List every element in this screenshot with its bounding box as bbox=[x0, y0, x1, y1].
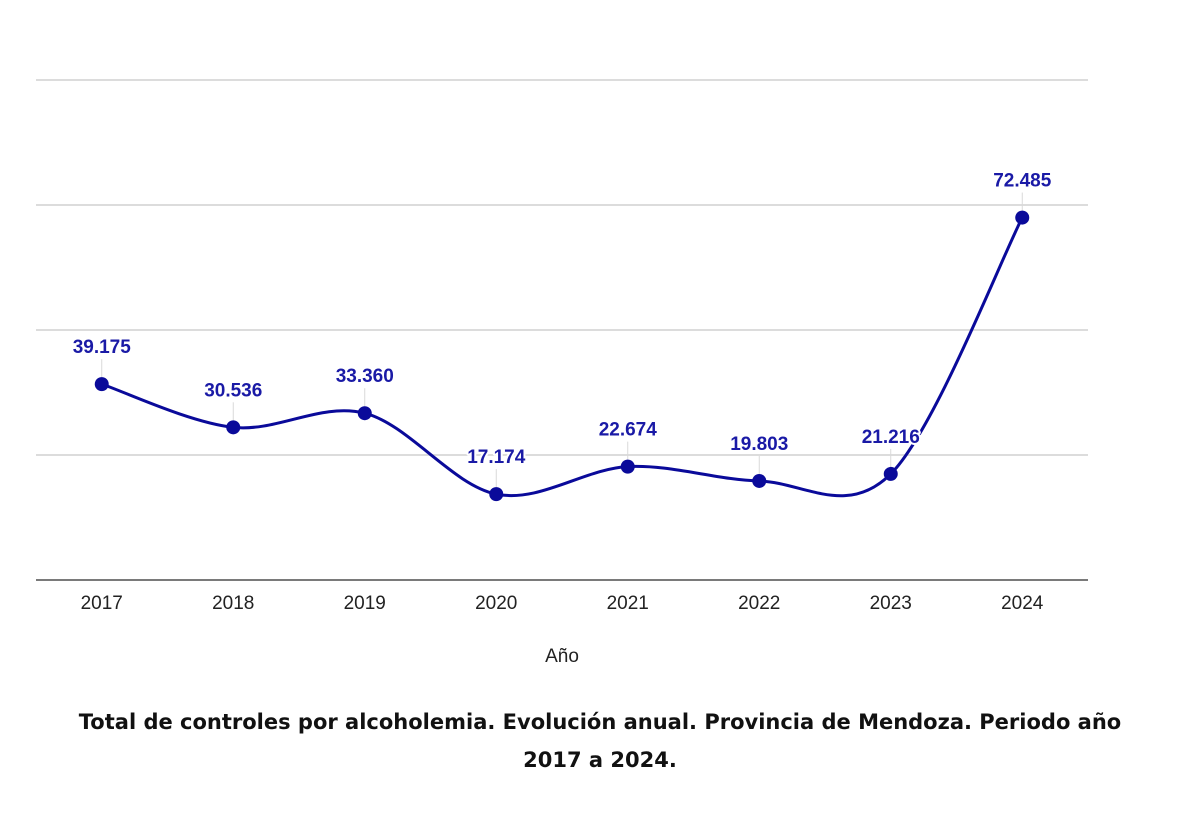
data-label-2017: 39.175 bbox=[73, 337, 132, 358]
data-label-2019: 33.360 bbox=[336, 366, 394, 387]
data-label-2020: 17.174 bbox=[467, 447, 526, 468]
caption-line-2: 2017 a 2024. bbox=[523, 748, 677, 772]
x-tick-label-2021: 2021 bbox=[607, 593, 649, 614]
line-chart: 39.175 30.536 33.360 17.174 22.674 19.803 21.2… bbox=[36, 79, 1088, 667]
data-point-2018[interactable] bbox=[226, 420, 241, 435]
data-point-2022[interactable] bbox=[752, 473, 767, 488]
data-points bbox=[94, 210, 1030, 502]
data-label-2018: 30.536 bbox=[204, 380, 262, 401]
label-leader-lines bbox=[101, 192, 1023, 489]
data-point-2019[interactable] bbox=[357, 406, 372, 421]
x-tick-label-2017: 2017 bbox=[81, 593, 123, 614]
x-axis-title: Año bbox=[545, 646, 579, 667]
x-tick-label-2023: 2023 bbox=[870, 593, 912, 614]
x-tick-label-2024: 2024 bbox=[1001, 593, 1044, 614]
data-point-2023[interactable] bbox=[883, 466, 898, 481]
data-point-2020[interactable] bbox=[489, 487, 504, 502]
data-point-2024[interactable] bbox=[1015, 210, 1030, 225]
series-line bbox=[101, 216, 1024, 498]
data-label-2023: 21.216 bbox=[862, 427, 920, 448]
figure-caption: Total de controles por alcoholemia. Evol… bbox=[0, 703, 1200, 779]
caption-line-1: Total de controles por alcoholemia. Evol… bbox=[78, 710, 1122, 734]
data-point-2017[interactable] bbox=[94, 377, 109, 392]
gridlines bbox=[36, 79, 1088, 456]
data-point-2021[interactable] bbox=[620, 459, 635, 474]
x-tick-label-2020: 2020 bbox=[475, 593, 517, 614]
x-tick-labels: 2017 2018 2019 2020 2021 2022 2023 2024 bbox=[81, 593, 1044, 614]
data-labels: 39.175 30.536 33.360 17.174 22.674 19.803 21.2… bbox=[71, 169, 1054, 471]
x-tick-label-2019: 2019 bbox=[344, 593, 386, 614]
data-label-2022: 19.803 bbox=[730, 434, 788, 455]
x-tick-label-2022: 2022 bbox=[738, 593, 780, 614]
x-tick-label-2018: 2018 bbox=[212, 593, 254, 614]
data-label-2021: 22.674 bbox=[599, 420, 658, 441]
data-label-2024: 72.485 bbox=[993, 171, 1052, 192]
